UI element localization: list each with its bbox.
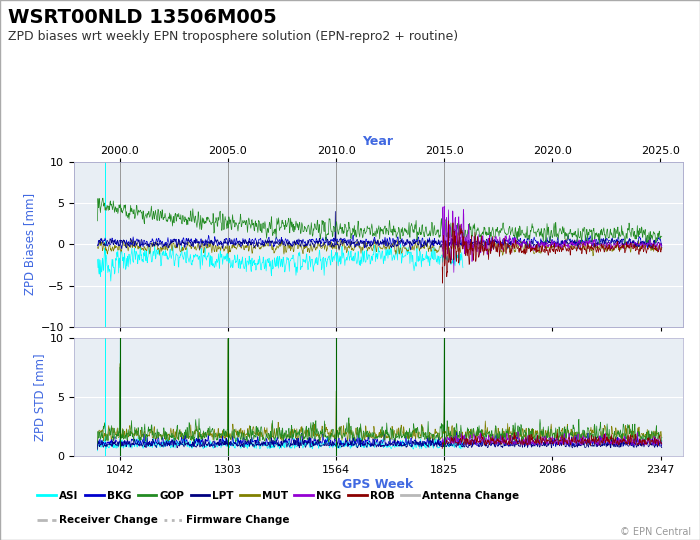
Text: WSRT00NLD 13506M005: WSRT00NLD 13506M005 [8,8,277,27]
X-axis label: Year: Year [363,135,393,148]
Legend: ASI, BKG, GOP, LPT, MUT, NKG, ROB, Antenna Change: ASI, BKG, GOP, LPT, MUT, NKG, ROB, Anten… [33,487,524,505]
Text: ZPD biases wrt weekly EPN troposphere solution (EPN-repro2 + routine): ZPD biases wrt weekly EPN troposphere so… [8,30,458,43]
Legend: Receiver Change, Firmware Change: Receiver Change, Firmware Change [33,511,294,529]
Text: © EPN Central: © EPN Central [620,527,692,537]
Y-axis label: ZPD Biases [mm]: ZPD Biases [mm] [23,193,36,295]
Y-axis label: ZPD STD [mm]: ZPD STD [mm] [33,353,46,441]
X-axis label: GPS Week: GPS Week [342,478,414,491]
